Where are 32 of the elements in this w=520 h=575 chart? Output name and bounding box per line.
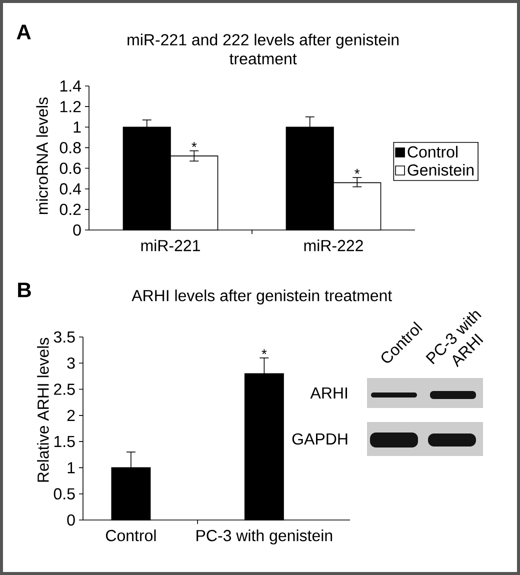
y-tick-label: 0 xyxy=(73,224,81,236)
y-tick-label: 3 xyxy=(67,357,75,369)
y-tick-label: 1.4 xyxy=(60,80,82,92)
y-tick-label: 1 xyxy=(74,122,81,133)
x-tick-label: PC-3 with genistein xyxy=(196,530,332,544)
y-tick-label: 1.2 xyxy=(60,100,81,112)
y-tick-label: 3.5 xyxy=(54,331,75,343)
y-tick-label: 0.5 xyxy=(54,488,75,500)
y-axis-title: microRNA levels xyxy=(36,97,48,214)
chart-title: ARHI levels after genistein treatment xyxy=(132,290,392,304)
x-tick-label: miR-221 xyxy=(141,240,200,252)
text: B xyxy=(18,282,31,298)
y-tick-label: 0.6 xyxy=(60,162,81,174)
legend-label: Genistein xyxy=(408,164,474,176)
y-tick-label: 0.2 xyxy=(60,204,81,216)
y-tick-label: 2.5 xyxy=(54,384,75,395)
annotation: * xyxy=(192,142,197,148)
y-tick-label: 1.5 xyxy=(54,436,75,448)
annotation: * xyxy=(354,168,360,174)
annotation: * xyxy=(262,349,267,354)
y-tick-label: 1 xyxy=(68,462,75,474)
annotation: ARHI xyxy=(310,387,347,398)
y-tick-label: 0.8 xyxy=(60,142,81,154)
legend-label: Control xyxy=(408,146,458,158)
y-tick-label: 2 xyxy=(67,410,75,422)
text: A xyxy=(16,24,31,40)
y-tick-label: 0 xyxy=(67,514,75,526)
annotation: GAPDH xyxy=(292,433,348,445)
y-tick-label: 0.4 xyxy=(60,183,82,195)
x-tick-label: miR-222 xyxy=(304,240,363,252)
chart-title: miR-221 and 222 levels after genistein treatment xyxy=(128,34,399,64)
y-axis-title: Relative ARHI levels xyxy=(37,338,49,482)
